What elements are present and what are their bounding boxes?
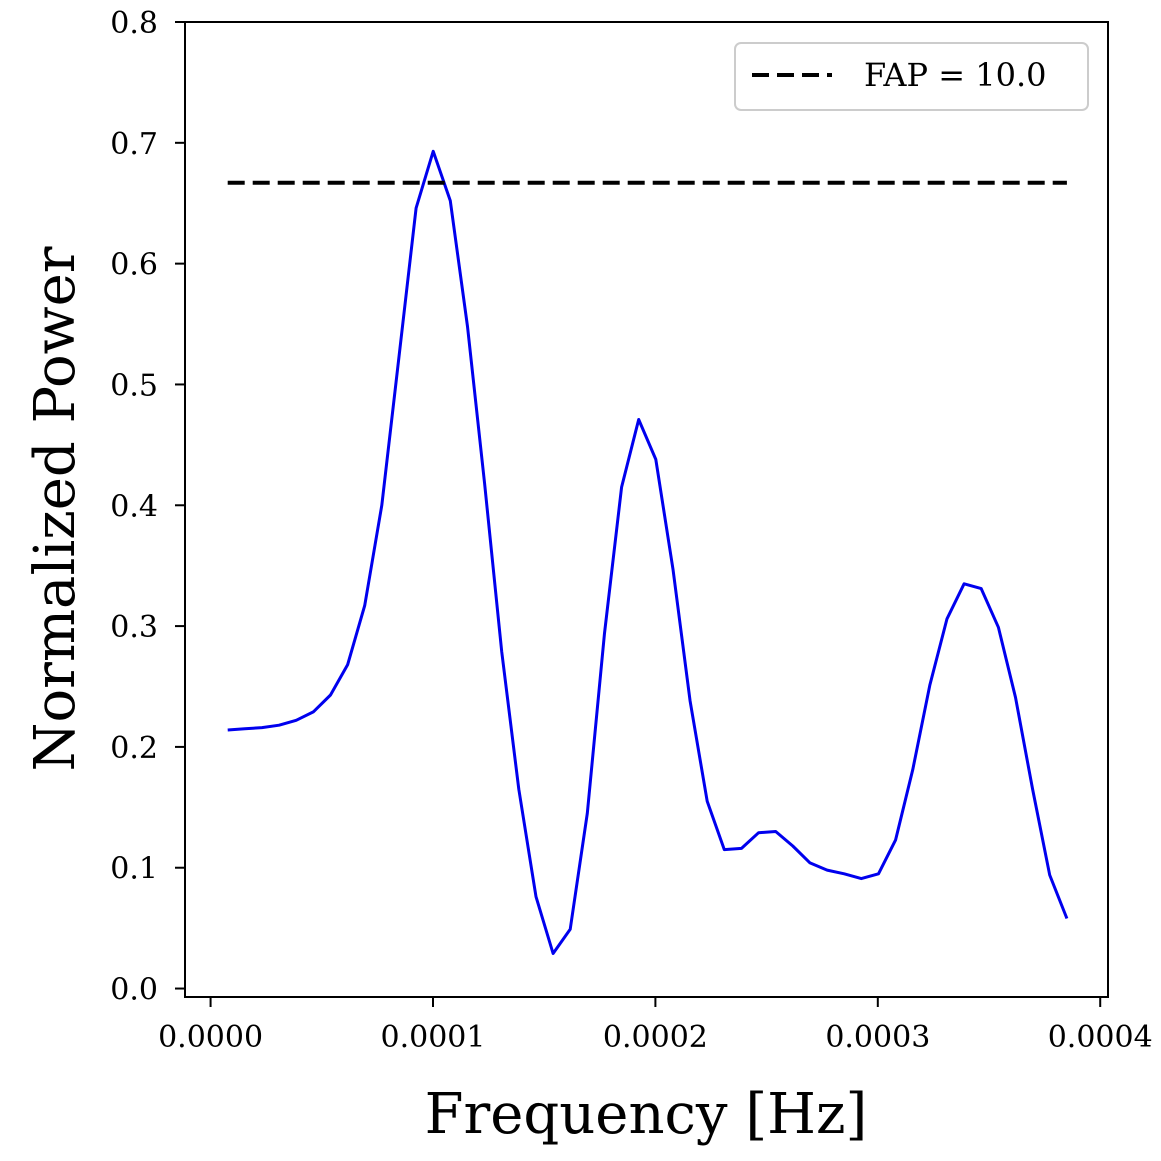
legend-box bbox=[734, 42, 1089, 111]
axis-ticks: 0.0000 0.0001 0.0002 0.0003 0.0004 0.0 0.1 0.2 0… bbox=[110, 6, 1152, 1055]
y-tick-label: 0.7 bbox=[110, 127, 158, 162]
plot-frame bbox=[184, 21, 1109, 998]
y-tick-label: 0.6 bbox=[110, 248, 158, 283]
series-layer bbox=[227, 149, 1069, 955]
y-tick-label: 0.3 bbox=[110, 610, 158, 645]
x-tick-label: 0.0004 bbox=[1048, 1020, 1153, 1055]
y-tick-label: 0.1 bbox=[110, 852, 158, 887]
y-tick-label: 0.8 bbox=[110, 6, 158, 41]
y-tick-label: 0.4 bbox=[110, 489, 158, 524]
x-tick-label: 0.0000 bbox=[158, 1020, 263, 1055]
power-spectrum-line bbox=[227, 149, 1069, 955]
legend-entry-fap: FAP = 10.0 bbox=[864, 56, 1046, 94]
x-tick-label: 0.0002 bbox=[603, 1020, 708, 1055]
y-axis-label: Normalized Power bbox=[23, 246, 88, 771]
y-tick-label: 0.5 bbox=[110, 368, 158, 403]
y-tick-label: 0.0 bbox=[110, 973, 158, 1008]
x-tick-label: 0.0001 bbox=[380, 1020, 485, 1055]
x-tick-label: 0.0003 bbox=[825, 1020, 930, 1055]
legend: FAP = 10.0 bbox=[734, 42, 1089, 111]
y-tick-label: 0.2 bbox=[110, 731, 158, 766]
x-axis-label: Frequency [Hz] bbox=[425, 1082, 868, 1147]
